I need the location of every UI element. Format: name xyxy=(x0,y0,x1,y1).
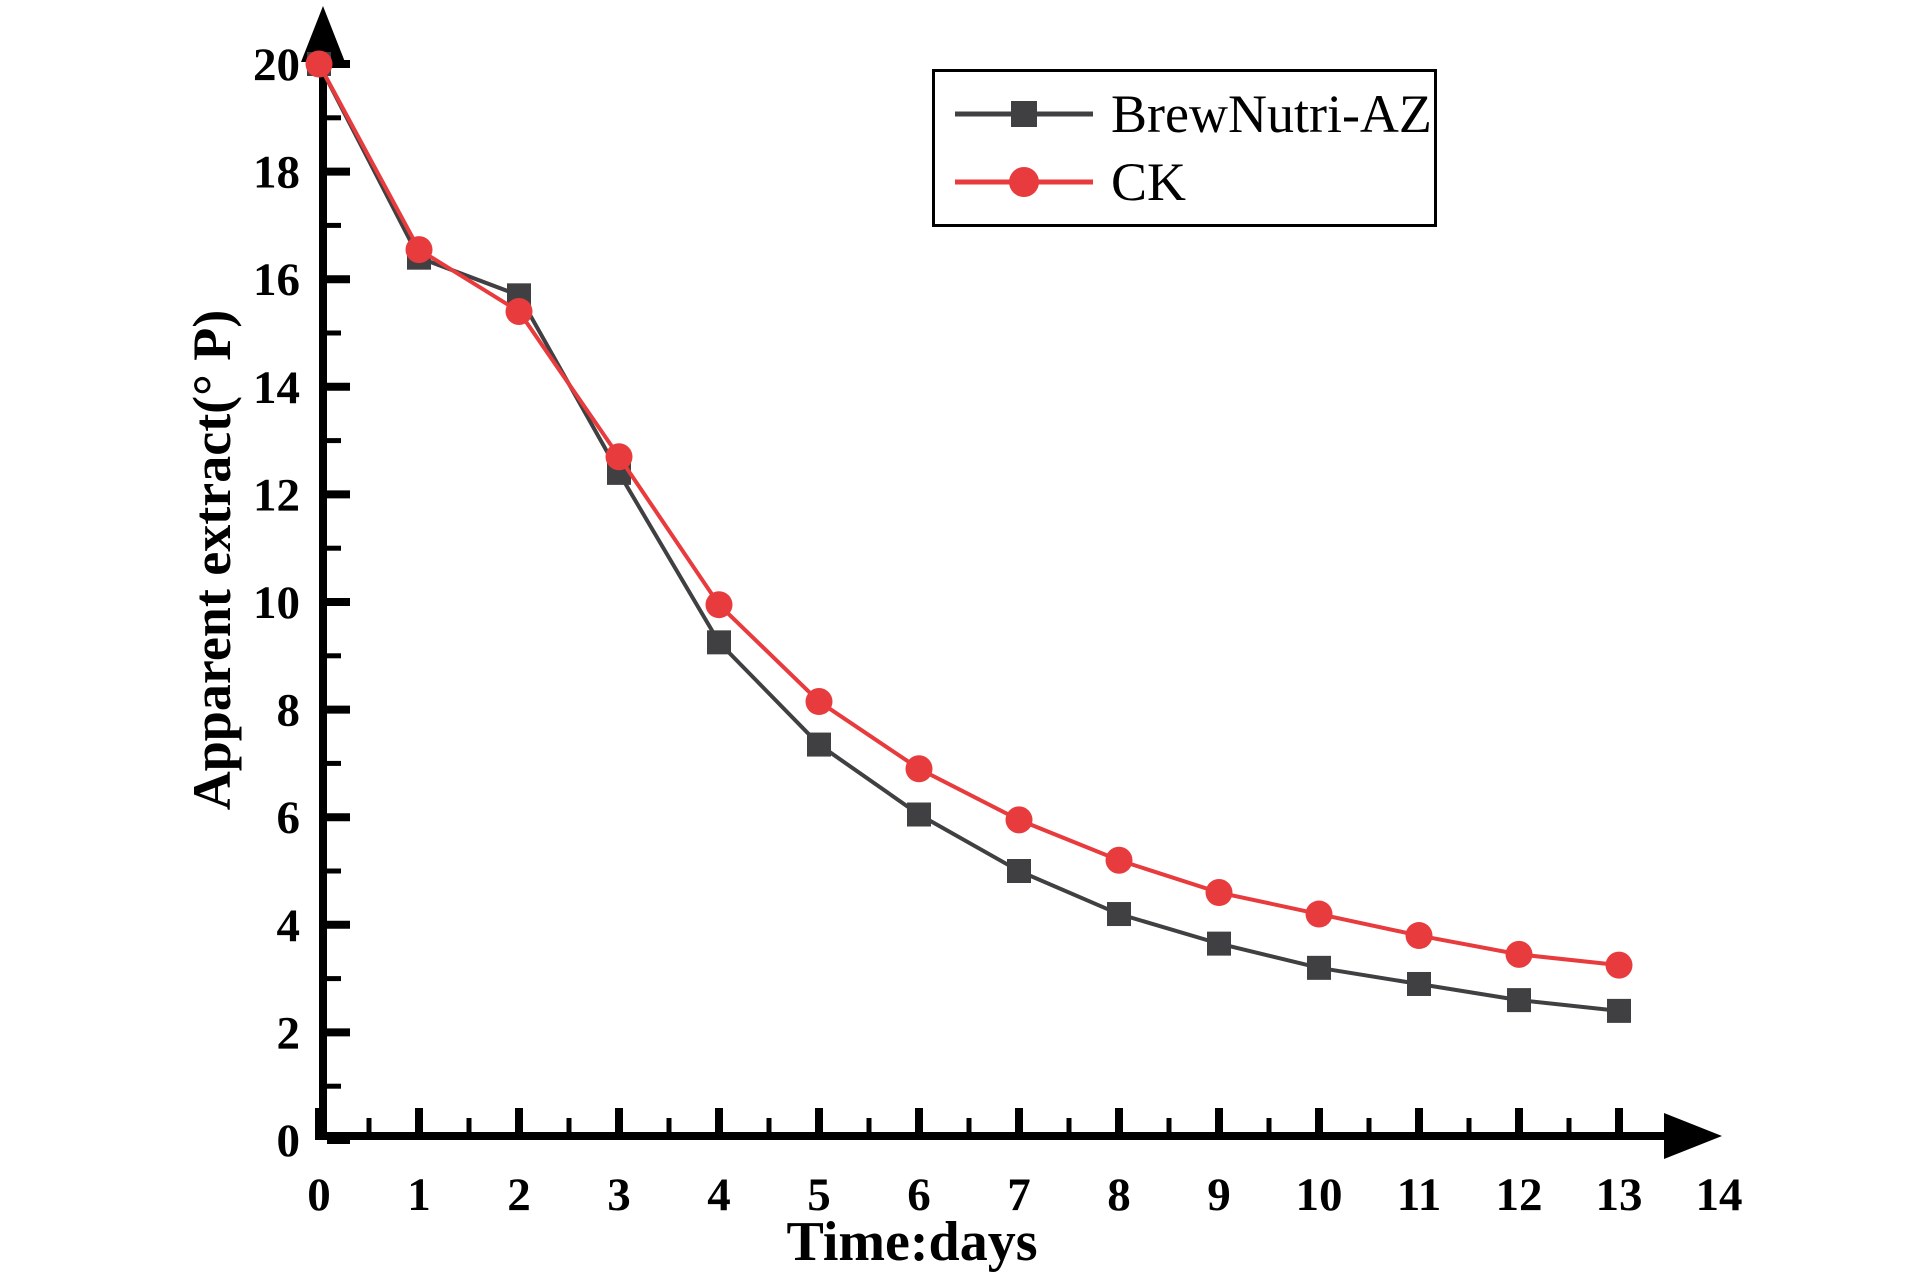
circle-marker-swatch xyxy=(955,167,1093,198)
x-axis-arrow-icon xyxy=(1664,1113,1722,1159)
y-axis-arrow-icon xyxy=(301,6,345,62)
data-point-ck xyxy=(405,236,433,264)
x-tick-label: 4 xyxy=(707,1169,731,1221)
series-line-ck xyxy=(317,63,1620,968)
legend-item-ck: CK xyxy=(949,155,1434,209)
x-tick-label: 14 xyxy=(1696,1169,1743,1221)
x-tick-label: 6 xyxy=(907,1169,931,1221)
x-tick-label: 3 xyxy=(607,1169,631,1221)
y-tick-label: 12 xyxy=(253,469,300,521)
data-point-brewnutri-az xyxy=(1307,955,1331,980)
data-point-brewnutri-az xyxy=(1607,998,1631,1023)
x-tick-label: 13 xyxy=(1596,1169,1643,1221)
data-point-ck xyxy=(1005,806,1033,834)
data-point-brewnutri-az xyxy=(1507,988,1531,1013)
y-tick-label: 14 xyxy=(253,362,300,414)
x-tick-label: 7 xyxy=(1007,1169,1031,1221)
data-point-ck xyxy=(805,688,833,716)
y-tick-label: 10 xyxy=(253,577,300,629)
data-point-ck xyxy=(905,755,933,783)
y-tick-label: 20 xyxy=(253,39,300,91)
data-point-brewnutri-az xyxy=(907,802,931,827)
legend-label-ck: CK xyxy=(1111,152,1187,213)
x-axis-title: Time:days xyxy=(786,1211,1038,1273)
y-axis-title: Apparent extract(° P) xyxy=(182,309,242,811)
legend-item-brewnutri-az: BrewNutri-AZ xyxy=(949,87,1434,141)
data-point-ck xyxy=(1505,940,1533,968)
data-point-brewnutri-az xyxy=(1107,902,1131,927)
x-tick-label: 0 xyxy=(307,1169,331,1221)
data-point-ck xyxy=(1305,900,1333,928)
legend: BrewNutri-AZ CK xyxy=(932,69,1437,227)
x-tick-label: 12 xyxy=(1496,1169,1543,1221)
series-line-brewnutri-az xyxy=(317,63,1620,1013)
x-tick-label: 1 xyxy=(407,1169,431,1221)
y-tick-label: 8 xyxy=(277,685,301,737)
legend-label-brewnutri-az: BrewNutri-AZ xyxy=(1111,83,1432,144)
y-tick-label: 4 xyxy=(277,900,301,952)
data-point-ck xyxy=(305,50,333,78)
x-tick-label: 5 xyxy=(807,1169,831,1221)
x-tick-label: 9 xyxy=(1207,1169,1231,1221)
x-tick-label: 10 xyxy=(1296,1169,1343,1221)
data-point-ck xyxy=(1105,846,1133,874)
y-tick-label: 6 xyxy=(277,792,301,844)
y-tick-label: 2 xyxy=(277,1007,301,1059)
x-tick-label: 11 xyxy=(1397,1169,1441,1221)
y-tick-label: 0 xyxy=(277,1115,301,1167)
x-tick-label: 2 xyxy=(507,1169,531,1221)
data-point-ck xyxy=(705,591,733,619)
data-point-brewnutri-az xyxy=(707,630,731,655)
data-point-brewnutri-az xyxy=(807,732,831,757)
data-point-ck xyxy=(1605,951,1633,979)
y-tick-label: 16 xyxy=(253,254,300,306)
data-point-ck xyxy=(605,443,633,471)
x-tick-label: 8 xyxy=(1107,1169,1131,1221)
data-point-ck xyxy=(505,297,533,325)
square-marker-swatch xyxy=(955,100,1093,127)
y-tick-label: 18 xyxy=(253,147,300,199)
data-point-ck xyxy=(1205,879,1233,907)
data-point-brewnutri-az xyxy=(1007,859,1031,883)
data-point-ck xyxy=(1405,922,1433,950)
data-point-brewnutri-az xyxy=(1407,971,1431,996)
data-point-brewnutri-az xyxy=(1207,931,1231,956)
